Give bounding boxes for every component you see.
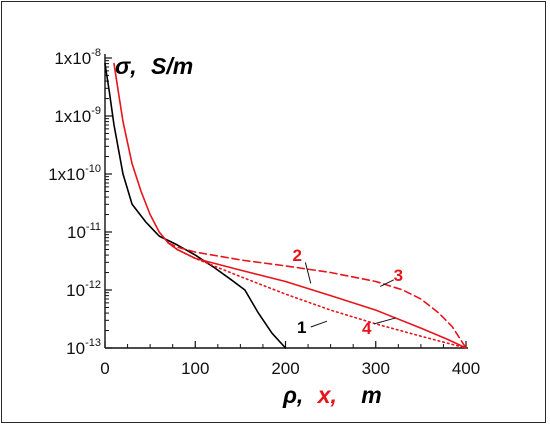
x-tick-label: 300 [362, 359, 390, 378]
series-line-1 [104, 62, 287, 349]
x-tick-label: 100 [181, 359, 209, 378]
conductivity-chart: 0 100 200 300 400 1x10-8 1x10-9 1x10-10 10-11 10-… [48, 47, 480, 408]
callout-leader-2 [304, 262, 312, 284]
series-line-2 [113, 62, 467, 349]
y-tick-label: 1x10-10 [48, 163, 101, 184]
callout-label-2: 2 [292, 246, 301, 265]
x-axis-label: ρ, x, m [282, 382, 382, 408]
y-tick-label: 10-12 [66, 279, 101, 300]
y-axis-label: σ, S/m [115, 53, 193, 79]
chart-frame: 0 100 200 300 400 1x10-8 1x10-9 1x10-10 10-11 10-… [1, 1, 546, 423]
x-tick-label: 200 [271, 359, 299, 378]
x-tick-label: 0 [100, 359, 109, 378]
callout-leader-1 [310, 320, 328, 328]
y-tick-label: 10-11 [67, 221, 101, 242]
series-line-3 [167, 242, 467, 349]
series-layer [104, 62, 467, 349]
callout-leader-3 [380, 279, 395, 287]
callout-label-3: 3 [394, 266, 403, 285]
callout-leader-4 [373, 317, 396, 325]
callout-layer: 1 2 3 4 [292, 246, 403, 338]
y-tick-label: 1x10-9 [54, 105, 101, 126]
series-line-4 [167, 242, 467, 349]
callout-label-1: 1 [297, 318, 306, 337]
x-tick-label: 400 [452, 359, 480, 378]
y-tick-label: 10-13 [66, 337, 101, 358]
axes: 0 100 200 300 400 1x10-8 1x10-9 1x10-10 10-11 10-… [48, 47, 480, 378]
y-tick-label: 1x10-8 [54, 47, 101, 68]
callout-label-4: 4 [362, 319, 372, 338]
